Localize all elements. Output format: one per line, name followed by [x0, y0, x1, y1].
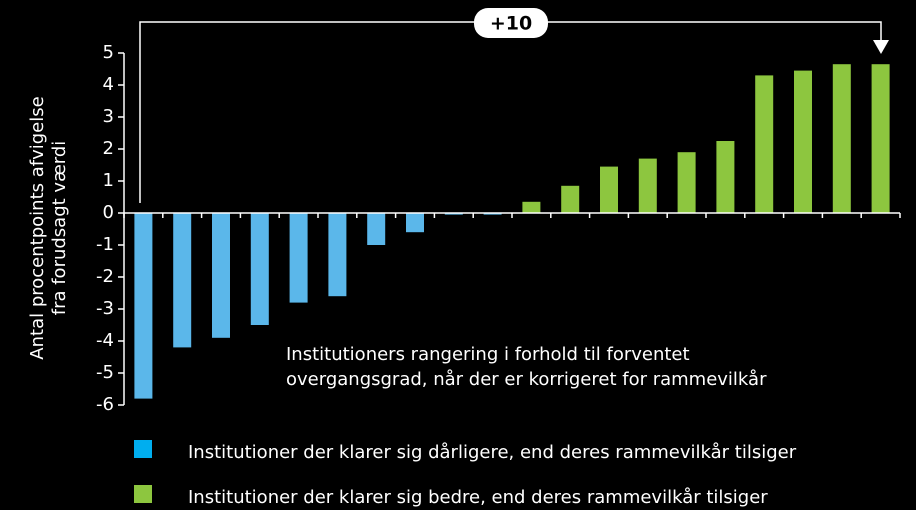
legend-swatch	[134, 440, 152, 458]
y-tick-label: -3	[96, 298, 114, 319]
y-tick-label: -5	[96, 362, 114, 383]
bar	[871, 64, 890, 213]
annotation: overgangsgrad, når der er korrigeret for…	[286, 369, 767, 390]
legend-label: Institutioner der klarer sig dårligere, …	[188, 442, 797, 463]
bar	[289, 213, 308, 303]
bar	[832, 64, 851, 213]
y-tick-label: -6	[96, 394, 114, 415]
bar	[134, 213, 153, 399]
y-axis-label: fra forudsagt værdi	[49, 141, 70, 316]
bar	[483, 213, 502, 215]
bar	[677, 152, 696, 213]
y-tick-label: 3	[103, 106, 114, 127]
bar	[212, 213, 230, 338]
bar	[250, 213, 269, 325]
bar	[173, 213, 192, 348]
legend-swatch	[134, 485, 152, 503]
bar	[561, 185, 580, 213]
bar	[716, 141, 735, 213]
arrow	[873, 40, 889, 54]
y-tick-label: 2	[103, 138, 114, 159]
y-axis-label: Antal procentpoints afvigelse	[27, 96, 48, 359]
bracket-label-box	[474, 8, 548, 38]
y-tick-label: -4	[96, 330, 114, 351]
bar	[794, 70, 812, 213]
bar	[406, 213, 424, 233]
y-tick-label: 0	[103, 202, 114, 223]
bar	[638, 158, 657, 213]
bar	[328, 213, 347, 297]
annotation: Institutioners rangering i forhold til f…	[286, 344, 690, 365]
bar	[522, 201, 541, 213]
bracket-label: +10	[490, 13, 532, 35]
bar	[367, 213, 386, 245]
y-tick-label: 1	[103, 170, 114, 191]
y-tick-label: 5	[103, 42, 114, 63]
y-tick-label: -1	[96, 234, 114, 255]
bar	[444, 213, 463, 215]
bar	[755, 75, 774, 214]
bar	[600, 166, 618, 213]
y-tick-label: 4	[103, 74, 114, 95]
y-tick-label: -2	[96, 266, 114, 287]
legend-label: Institutioner der klarer sig bedre, end …	[188, 487, 768, 508]
